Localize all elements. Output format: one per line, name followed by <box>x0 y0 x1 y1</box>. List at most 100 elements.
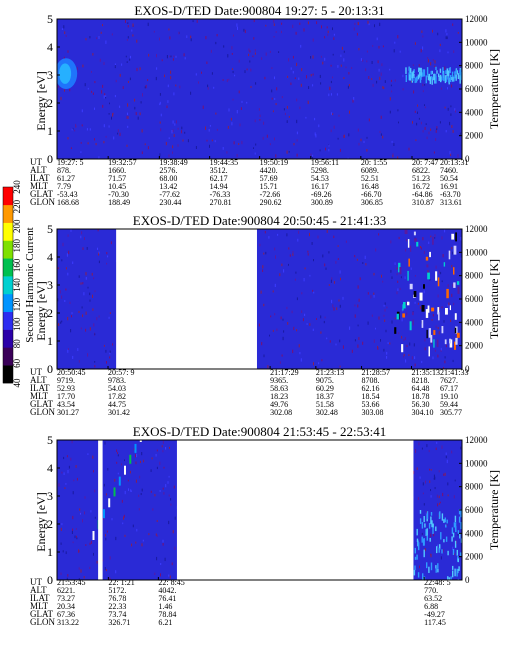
noise-speck <box>308 86 310 90</box>
noise-speck <box>248 48 250 52</box>
noise-speck <box>378 68 380 72</box>
noise-speck <box>446 33 448 36</box>
feature-streak <box>455 526 457 532</box>
noise-speck <box>356 258 358 261</box>
noise-speck <box>293 143 295 146</box>
noise-speck <box>430 341 432 345</box>
noise-speck <box>447 482 449 486</box>
feature-streak <box>445 76 448 82</box>
orbit-value: 17.82 <box>108 392 126 401</box>
noise-speck <box>222 147 224 150</box>
noise-speck <box>436 441 438 444</box>
noise-speck <box>328 149 330 152</box>
noise-speck <box>371 314 373 317</box>
noise-speck <box>159 121 161 124</box>
noise-speck <box>250 86 252 88</box>
feature-streak <box>449 338 452 344</box>
noise-speck <box>345 66 347 69</box>
noise-speck <box>156 449 158 452</box>
feature-streak <box>449 339 453 348</box>
feature-streak <box>440 532 442 540</box>
feature-streak <box>433 339 435 348</box>
noise-speck <box>394 79 396 82</box>
noise-speck <box>425 512 427 515</box>
noise-speck <box>414 363 416 367</box>
feature-streak <box>413 231 416 236</box>
feature-streak <box>453 522 456 528</box>
feature-streak <box>457 286 460 294</box>
noise-speck <box>103 140 105 144</box>
noise-speck <box>114 478 116 482</box>
noise-speck <box>61 471 63 474</box>
noise-speck <box>130 55 131 59</box>
feature-streak <box>452 565 454 570</box>
noise-speck <box>82 282 84 285</box>
feature-streak <box>431 75 433 80</box>
noise-speck <box>447 304 449 307</box>
noise-speck <box>415 139 417 142</box>
orbit-value: 20: 7:47 <box>412 158 438 167</box>
noise-speck <box>435 138 437 142</box>
noise-speck <box>60 321 62 324</box>
noise-speck <box>436 126 438 130</box>
noise-speck <box>294 278 296 281</box>
noise-speck <box>296 62 298 67</box>
noise-speck <box>304 267 306 270</box>
noise-speck <box>61 259 63 262</box>
noise-speck <box>310 153 312 156</box>
noise-speck <box>322 61 324 65</box>
feature-streak <box>413 69 415 74</box>
noise-speck <box>153 30 155 33</box>
noise-speck <box>401 335 403 339</box>
noise-speck <box>58 483 60 487</box>
noise-speck <box>269 334 270 337</box>
noise-speck <box>231 122 233 126</box>
orbit-value: -76.33 <box>210 190 231 199</box>
noise-speck <box>455 109 456 113</box>
noise-speck <box>147 79 149 82</box>
noise-speck <box>112 343 114 346</box>
noise-speck <box>380 339 381 342</box>
noise-speck <box>231 53 233 55</box>
noise-speck <box>312 156 314 159</box>
feature-streak <box>451 536 453 542</box>
noise-speck <box>119 132 121 137</box>
noise-speck <box>249 50 251 53</box>
orbit-value: 20: 1:55 <box>361 158 387 167</box>
feature-streak <box>416 554 418 560</box>
colorbar-tick-label: 40 <box>12 378 22 388</box>
noise-speck <box>337 137 339 140</box>
noise-speck <box>94 81 96 84</box>
noise-speck <box>450 113 452 116</box>
noise-speck <box>300 358 302 362</box>
colorbar: 40 60 80 100 120 140 160 180 200 220 240 Second Har… <box>2 180 36 388</box>
noise-speck <box>154 494 156 497</box>
orbit-value: 9783. <box>108 376 126 385</box>
feature-streak <box>445 524 447 528</box>
noise-speck <box>358 298 360 302</box>
noise-speck <box>133 448 135 451</box>
noise-speck <box>386 306 388 309</box>
feature-streak <box>404 229 408 235</box>
noise-speck <box>405 359 407 363</box>
noise-speck <box>391 90 393 93</box>
feature-streak <box>399 267 402 275</box>
noise-speck <box>316 21 318 25</box>
noise-speck <box>70 329 72 333</box>
noise-speck <box>296 139 298 142</box>
noise-speck <box>313 259 314 262</box>
noise-speck <box>175 84 177 87</box>
noise-speck <box>445 452 447 455</box>
noise-speck <box>205 126 206 130</box>
noise-speck <box>76 537 78 540</box>
y2-tick-label: 12000 <box>465 14 488 24</box>
noise-speck <box>328 284 330 286</box>
feature-streak <box>427 74 429 78</box>
noise-speck <box>111 33 113 36</box>
noise-speck <box>159 153 161 157</box>
noise-speck <box>329 86 331 90</box>
noise-speck <box>117 472 119 475</box>
noise-speck <box>253 19 255 23</box>
noise-speck <box>399 287 401 291</box>
noise-speck <box>382 45 384 48</box>
